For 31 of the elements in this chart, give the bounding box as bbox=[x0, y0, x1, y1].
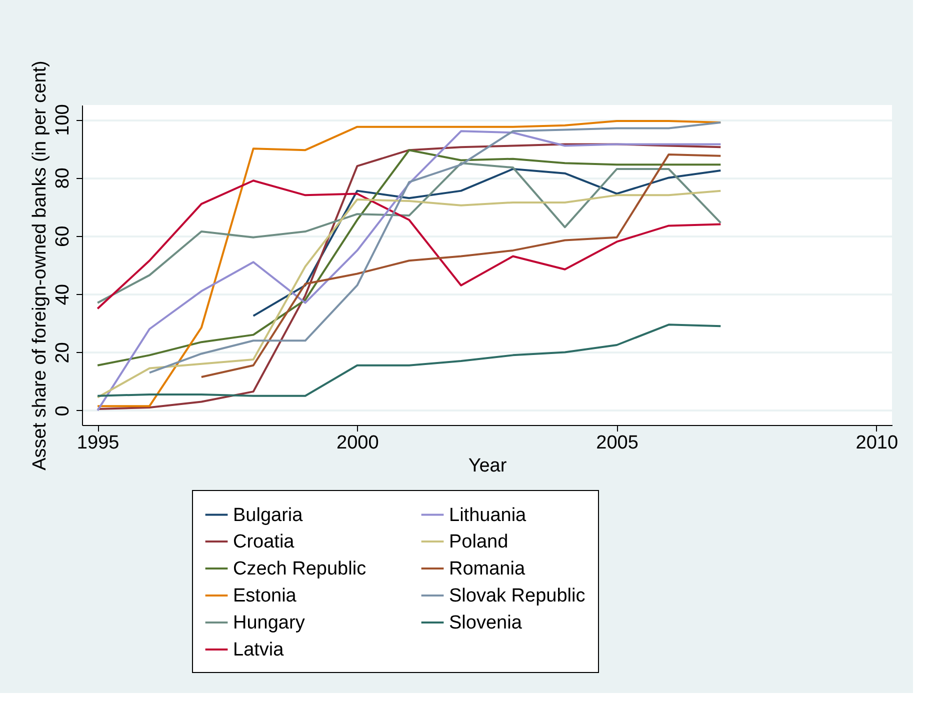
line-series bbox=[96, 180, 722, 310]
y-tick-label: 0 bbox=[52, 406, 74, 416]
legend-label: Slovenia bbox=[449, 612, 522, 634]
legend-label: Czech Republic bbox=[233, 558, 366, 580]
line-series bbox=[96, 149, 722, 366]
y-tick-label: 80 bbox=[52, 168, 74, 189]
line-series bbox=[200, 153, 722, 378]
legend-label: Hungary bbox=[233, 612, 306, 634]
line-series bbox=[252, 168, 722, 317]
line-series bbox=[96, 190, 722, 398]
y-tick-label: 40 bbox=[52, 284, 74, 306]
legend-label: Latvia bbox=[233, 640, 284, 660]
legend-label: Lithuania bbox=[449, 504, 527, 526]
legend-label: Romania bbox=[449, 558, 526, 580]
legend-label: Slovak Republic bbox=[449, 586, 586, 606]
line-series bbox=[148, 121, 722, 374]
y-tick-label: 60 bbox=[52, 226, 74, 247]
x-tick-label: 2010 bbox=[856, 432, 898, 454]
y-tick-label: 100 bbox=[52, 104, 74, 136]
x-tick-label: 2005 bbox=[596, 432, 638, 454]
x-axis-title: Year bbox=[468, 456, 508, 476]
line-series bbox=[96, 324, 722, 397]
y-axis-title: Asset share of foreign-owned banks (in per cent) bbox=[30, 60, 50, 470]
legend-label: Poland bbox=[449, 532, 508, 552]
x-tick-label: 1995 bbox=[76, 432, 120, 454]
legend-label: Croatia bbox=[233, 532, 295, 552]
legend-label: Bulgaria bbox=[233, 504, 304, 526]
y-tick-label: 20 bbox=[52, 342, 74, 364]
line-series bbox=[96, 162, 722, 304]
legend-label: Estonia bbox=[233, 586, 297, 606]
x-tick-label: 2000 bbox=[336, 432, 379, 454]
